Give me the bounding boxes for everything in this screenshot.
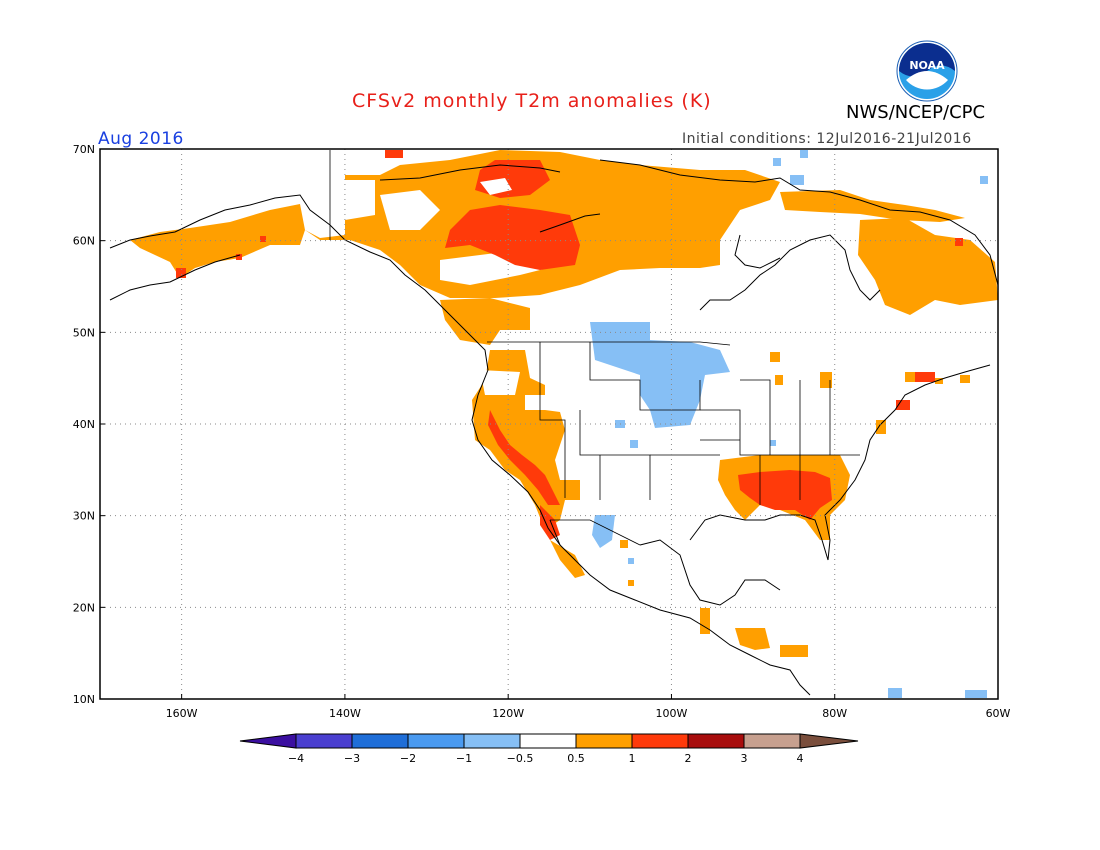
anomaly-region-mexico-cool (592, 515, 615, 548)
latitude-axis: 70N 60N 50N 40N 30N 20N 10N (73, 143, 105, 706)
colorbar-tick-label: −4 (288, 752, 304, 765)
agency-label: NWS/NCEP/CPC (846, 102, 986, 123)
colorbar-tick-label: 0.5 (567, 752, 585, 765)
anomaly-region-central-america (735, 628, 770, 650)
chart-title: CFSv2 monthly T2m anomalies (K) (352, 90, 712, 112)
colorbar-swatch (519, 733, 577, 749)
colorbar-tick-label: −0.5 (507, 752, 534, 765)
anomaly-region-us-southeast-hot (738, 470, 832, 520)
map-graticule (100, 149, 998, 699)
colorbar-swatch (631, 733, 689, 749)
lat-tick-label: 20N (73, 601, 95, 614)
anomaly-region-new-england (896, 400, 910, 410)
anomaly-region-us-southwest-hot (488, 410, 560, 505)
colorbar-swatch (743, 733, 801, 749)
colorbar-tick-label: 4 (797, 752, 804, 765)
colorbar-tick-label: 3 (741, 752, 748, 765)
colorbar-swatch (407, 733, 465, 749)
colorbar-swatch (463, 733, 521, 749)
anomaly-region-labrador (858, 218, 998, 315)
lon-tick-label: 100W (656, 707, 688, 720)
lon-tick-label: 140W (329, 707, 361, 720)
colorbar-tick-label: −2 (400, 752, 416, 765)
colorbar-min-arrow (239, 733, 297, 749)
lon-tick-label: 60W (986, 707, 1011, 720)
logo-text: NOAA (909, 59, 945, 72)
colorbar-tick-label: −3 (344, 752, 360, 765)
initial-conditions-label: Initial conditions: 12Jul2016-21Jul2016 (682, 131, 972, 147)
anomaly-fills (130, 150, 998, 698)
noaa-logo: NOAA (896, 40, 958, 102)
colorbar-swatch (351, 733, 409, 749)
lon-tick-label: 80W (822, 707, 847, 720)
lat-tick-label: 30N (73, 510, 95, 523)
colorbar-tick-label: 1 (629, 752, 636, 765)
lat-tick-label: 50N (73, 326, 95, 339)
lon-tick-label: 120W (492, 707, 524, 720)
colorbar: −4 −3 −2 −1 −0.5 0.5 1 2 3 4 (239, 733, 859, 765)
coastlines (109, 159, 999, 696)
colorbar-max-arrow (799, 733, 859, 749)
anomaly-region-canada-hotspot (445, 205, 580, 270)
colorbar-swatch (295, 733, 353, 749)
colorbar-swatch (687, 733, 745, 749)
lat-tick-label: 40N (73, 418, 95, 431)
lat-tick-label: 10N (73, 693, 95, 706)
anomaly-region-alaska-west (130, 204, 305, 278)
colorbar-tick-label: −1 (456, 752, 472, 765)
state-borders (329, 150, 860, 546)
lon-tick-label: 160W (166, 707, 198, 720)
colorbar-tick-label: 2 (685, 752, 692, 765)
longitude-axis: 160W 140W 120W 100W 80W 60W (166, 694, 1011, 720)
colorbar-swatch (575, 733, 633, 749)
anomaly-region-alaska-hotspot (176, 268, 186, 278)
valid-month-label: Aug 2016 (98, 129, 184, 149)
anomaly-region-northern-plains-cool (590, 322, 730, 428)
lat-tick-label: 60N (73, 235, 95, 248)
lat-tick-label: 70N (73, 143, 95, 156)
